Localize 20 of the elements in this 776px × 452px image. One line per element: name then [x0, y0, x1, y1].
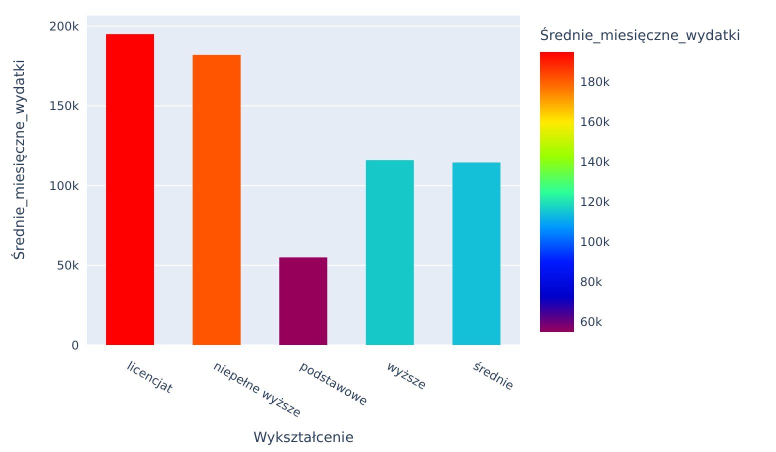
y-tick-label: 100k: [49, 178, 80, 193]
bar: [366, 160, 414, 345]
y-tick-label: 0: [71, 338, 79, 352]
color-bar-label: 100k: [580, 235, 610, 250]
y-tick-label: 150k: [49, 99, 80, 114]
color-bar-label: 80k: [580, 275, 602, 290]
color-bar-label: 60k: [580, 315, 602, 330]
y-tick-label: 50k: [56, 258, 80, 273]
bar: [279, 257, 328, 345]
y-axis-title: Średnie_miesięczne_wydatki: [10, 60, 28, 260]
color-bar-label: 140k: [580, 155, 610, 170]
color-bar-label: 160k: [580, 115, 610, 130]
color-bar-label: 180k: [580, 75, 610, 90]
color-bar-title: Średnie_miesięczne_wydatki: [540, 27, 740, 44]
bar: [192, 54, 241, 345]
bar: [452, 162, 500, 345]
y-tick-label: 200k: [49, 19, 80, 34]
bar: [106, 34, 154, 345]
color-bar-label: 120k: [580, 195, 610, 210]
x-axis-title: Wykształcenie: [253, 430, 354, 446]
